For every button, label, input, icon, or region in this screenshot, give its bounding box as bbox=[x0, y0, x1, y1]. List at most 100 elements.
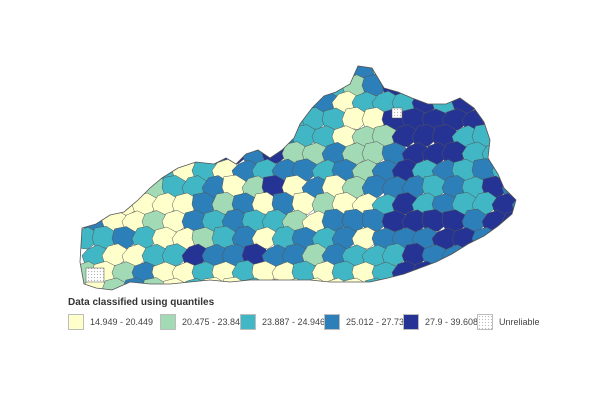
county-shape bbox=[522, 278, 549, 300]
county-shape bbox=[401, 242, 430, 266]
county-shape bbox=[491, 66, 516, 80]
county-shape bbox=[161, 74, 190, 97]
county-shape bbox=[231, 66, 260, 80]
county-shape bbox=[481, 73, 510, 97]
legend-item-unreliable: Unreliable bbox=[477, 313, 540, 331]
county-shape bbox=[251, 124, 280, 148]
county-shape bbox=[401, 175, 430, 198]
county-shape bbox=[361, 107, 390, 130]
legend-swatch-class-4 bbox=[324, 314, 340, 330]
county-shape bbox=[511, 226, 516, 250]
county-shape bbox=[441, 276, 470, 290]
county-shape bbox=[421, 277, 450, 290]
county-shape bbox=[80, 125, 100, 148]
county-shape bbox=[141, 72, 170, 96]
county-shape bbox=[451, 158, 480, 182]
county-shape bbox=[111, 124, 140, 148]
county-shape bbox=[501, 107, 516, 130]
county-shape bbox=[161, 175, 190, 198]
county-shape bbox=[401, 73, 430, 96]
county-shape bbox=[111, 66, 140, 79]
county-shape bbox=[291, 158, 320, 182]
county-shape bbox=[271, 226, 300, 249]
county-shape bbox=[331, 125, 360, 148]
county-shape bbox=[81, 142, 110, 165]
county-shape bbox=[281, 209, 310, 233]
county-shape bbox=[401, 276, 430, 290]
county-shape bbox=[91, 124, 120, 147]
county-shape bbox=[301, 142, 330, 165]
county-shape bbox=[271, 90, 300, 113]
county-shape bbox=[501, 244, 516, 267]
county-shape bbox=[491, 226, 516, 250]
county-shape bbox=[471, 66, 500, 80]
county-shape bbox=[471, 90, 500, 113]
county-shape bbox=[111, 226, 140, 249]
county-shape bbox=[321, 208, 350, 232]
county-shape bbox=[171, 227, 200, 250]
legend-swatch-class-2 bbox=[160, 314, 176, 330]
county-shape bbox=[101, 142, 130, 165]
county-shape bbox=[211, 89, 240, 113]
county-shape bbox=[231, 260, 260, 283]
county-shape bbox=[441, 141, 470, 164]
legend-item-class-1: 14.949 - 20.449 bbox=[68, 313, 153, 331]
legend-label-class-5: 27.9 - 39.608 bbox=[425, 317, 479, 327]
county-shape bbox=[121, 243, 150, 267]
county-shape bbox=[431, 66, 460, 79]
county-shape bbox=[91, 89, 120, 113]
county-shape bbox=[91, 66, 120, 79]
county-shape bbox=[461, 243, 490, 267]
county-shape bbox=[491, 91, 516, 114]
county-shape bbox=[181, 106, 210, 130]
county-shape bbox=[522, 73, 549, 95]
county-shape bbox=[311, 125, 340, 148]
county-shape bbox=[391, 66, 420, 80]
county-shape bbox=[181, 72, 210, 96]
county-shape bbox=[131, 124, 160, 148]
county-shape bbox=[161, 209, 190, 233]
county-shape bbox=[191, 192, 220, 215]
county-shape bbox=[451, 66, 480, 80]
county-shape bbox=[251, 66, 280, 80]
county-shape bbox=[101, 175, 130, 198]
county-shape bbox=[81, 74, 110, 97]
county-shape bbox=[371, 124, 400, 148]
county-shape bbox=[341, 208, 370, 232]
county-shape bbox=[341, 175, 370, 199]
county-shape bbox=[271, 192, 300, 215]
county-shape bbox=[80, 66, 100, 79]
county-shape bbox=[221, 73, 250, 96]
county-shape bbox=[522, 108, 549, 130]
county-shape bbox=[201, 73, 230, 96]
county-shape bbox=[461, 277, 490, 290]
county-shape bbox=[441, 209, 470, 233]
county-shape bbox=[511, 157, 516, 181]
county-shape bbox=[171, 66, 200, 79]
legend-item-class-5: 27.9 - 39.608 bbox=[403, 313, 478, 331]
county-shape bbox=[441, 74, 470, 97]
county-shape-unreliable bbox=[85, 267, 105, 283]
county-shape bbox=[391, 124, 420, 148]
county-shape bbox=[511, 125, 516, 148]
county-shape bbox=[101, 243, 130, 267]
county-shape bbox=[251, 191, 280, 215]
county-shape bbox=[211, 191, 240, 215]
county-shape bbox=[131, 90, 160, 114]
county-shape bbox=[401, 209, 430, 233]
county-shape bbox=[121, 107, 150, 130]
county-shape bbox=[522, 244, 549, 266]
county-shape bbox=[191, 91, 220, 114]
county-shape bbox=[251, 91, 280, 114]
county-shape bbox=[141, 107, 170, 130]
county-shape bbox=[101, 74, 130, 97]
county-shape bbox=[80, 192, 100, 215]
county-shape bbox=[321, 107, 350, 131]
county-shape bbox=[231, 91, 260, 114]
county-shape bbox=[121, 72, 150, 96]
county-shape bbox=[171, 124, 200, 148]
county-shape bbox=[511, 66, 516, 80]
county-shape bbox=[141, 243, 170, 267]
county-shape bbox=[131, 226, 160, 249]
county-shape bbox=[331, 226, 360, 249]
